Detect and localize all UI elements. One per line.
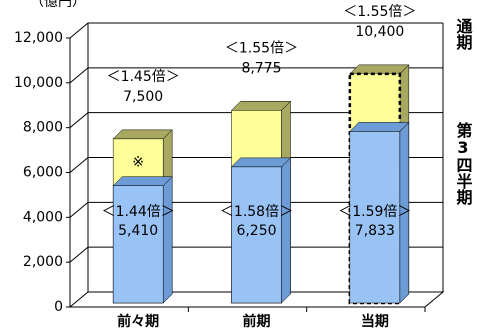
grid-line [69, 112, 443, 129]
bar [349, 131, 401, 304]
value-label: 6,250 [236, 223, 276, 239]
grid-line [69, 67, 443, 84]
value-label: 7,500 [123, 89, 163, 105]
grid-line [69, 22, 443, 39]
grid-line [69, 201, 443, 218]
unit-label: （億円） [30, 0, 86, 10]
bar-top [112, 129, 173, 140]
bar-top [349, 64, 410, 75]
ratio-label: ＜1.55倍＞ [225, 40, 298, 56]
y-tick-label: 0 [54, 299, 63, 315]
grid-line [69, 157, 443, 173]
x-tick-label: 前期 [243, 313, 271, 330]
y-tick-label: 12,000 [14, 30, 63, 46]
bar-top [230, 157, 292, 168]
bar-top [230, 101, 292, 111]
ratio-label: ＜1.55倍＞ [343, 4, 416, 20]
y-tick-label: 4,000 [23, 209, 63, 225]
ratio-label: ＜1.44倍＞ [102, 204, 175, 220]
bar-top [112, 176, 173, 186]
legend-label: 通期 [454, 18, 473, 51]
grid-line [69, 246, 443, 263]
bar [112, 185, 164, 304]
value-label: 8,775 [241, 60, 281, 76]
x-tick-label: 前々期 [117, 313, 159, 330]
y-tick-label: 2,000 [23, 254, 63, 270]
ratio-label: ＜1.58倍＞ [220, 204, 293, 220]
bar-top [349, 122, 410, 132]
y-tick-label: 8,000 [23, 120, 63, 136]
annotation: ※ [132, 154, 144, 170]
value-label: 5,410 [118, 223, 158, 239]
ratio-label: ＜1.59倍＞ [338, 204, 411, 220]
value-label: 10,400 [355, 24, 404, 40]
y-tick-label: 10,000 [14, 75, 63, 91]
y-tick-label: 6,000 [23, 165, 63, 181]
value-label: 7,833 [355, 223, 395, 239]
x-tick-label: 当期 [361, 313, 389, 330]
bar-side [162, 176, 173, 304]
ratio-label: ＜1.45倍＞ [107, 69, 180, 85]
bar-side [281, 157, 291, 304]
bar [231, 166, 282, 304]
legend-label: 第3四半期 [454, 121, 473, 206]
